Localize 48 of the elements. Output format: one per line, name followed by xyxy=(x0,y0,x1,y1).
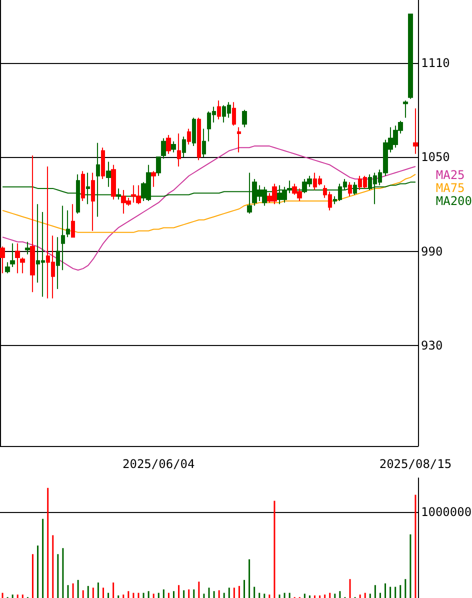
candlestick xyxy=(15,242,20,274)
candlestick xyxy=(91,172,95,232)
candlestick xyxy=(101,147,105,180)
candlestick xyxy=(106,161,111,188)
candlestick xyxy=(403,100,408,118)
y-tick-label: 930 xyxy=(421,338,443,352)
candlestick xyxy=(166,134,171,154)
candlestick xyxy=(61,205,65,271)
candlestick xyxy=(242,109,247,128)
series-label: MA200 xyxy=(436,194,472,208)
series-label: MA25 xyxy=(436,168,465,182)
y-tick-label: 1000000 xyxy=(421,504,472,519)
candlestick xyxy=(10,242,15,268)
candlestick xyxy=(66,210,70,238)
y-tick-label: 990 xyxy=(421,244,443,258)
candlestick xyxy=(197,117,201,161)
candlestick xyxy=(71,204,75,238)
candlestick xyxy=(413,108,418,154)
candlestick xyxy=(30,154,35,293)
candlestick xyxy=(177,132,181,167)
candlestick xyxy=(408,14,413,100)
y-tick-label: 1050 xyxy=(421,150,450,164)
candlestick xyxy=(25,241,30,255)
candlestick xyxy=(202,128,206,158)
x-tick-label: 2025/06/04 xyxy=(122,457,195,471)
line-series xyxy=(2,174,416,233)
candlestick xyxy=(232,102,236,126)
candlestick xyxy=(116,188,121,200)
candlestick xyxy=(217,100,221,120)
candlestick xyxy=(192,117,196,147)
line-series xyxy=(2,146,416,271)
series-label: MA75 xyxy=(436,181,465,195)
candlestick xyxy=(171,140,176,153)
candlestick xyxy=(5,262,10,274)
x-tick-label: 2025/08/15 xyxy=(379,457,452,471)
candlestick xyxy=(56,236,60,290)
candlestick xyxy=(111,164,116,200)
candlestick xyxy=(20,257,25,274)
candlestick xyxy=(237,126,241,153)
candlestick xyxy=(81,170,85,202)
candlestick xyxy=(182,136,186,158)
y-tick-label: 1110 xyxy=(421,56,450,70)
candlestick xyxy=(151,170,156,188)
candlestick xyxy=(156,156,161,176)
candlestick xyxy=(0,246,5,274)
candlestick xyxy=(187,128,191,145)
candlestick xyxy=(161,138,166,160)
candlestick xyxy=(348,182,352,197)
